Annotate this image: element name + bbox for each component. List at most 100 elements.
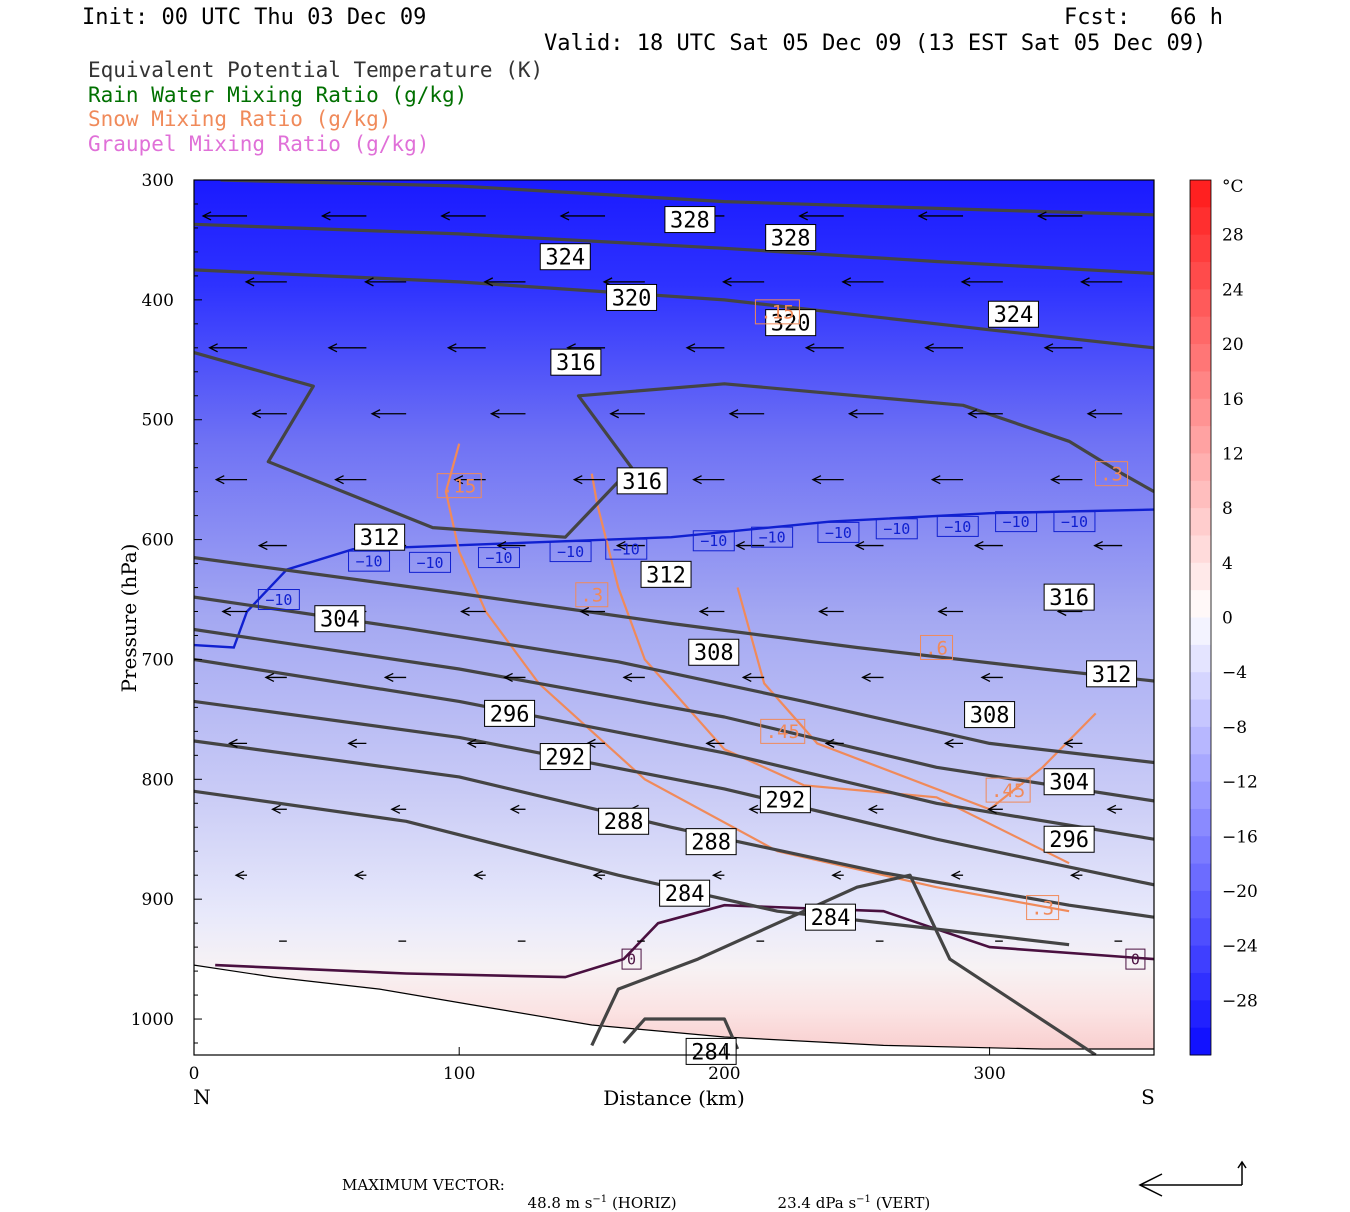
vert-tag: (VERT) xyxy=(875,1194,931,1212)
theta-e-label-text: 288 xyxy=(691,831,731,856)
theta-e-label-box xyxy=(539,243,591,271)
y-tick-label: 700 xyxy=(142,650,174,670)
isotherm-label-text: −10 xyxy=(416,554,443,572)
wind-vector-head xyxy=(440,211,451,221)
colorbar-tick-label: 8 xyxy=(1222,499,1233,519)
theta-e-label: 288 xyxy=(685,828,737,856)
wind-vector-head xyxy=(227,738,238,748)
wind-vector-head xyxy=(1036,211,1047,221)
colorbar-tick-label: −8 xyxy=(1222,718,1247,738)
colorbar-tick-label: −12 xyxy=(1222,773,1258,793)
wind-vector-head xyxy=(937,606,948,617)
isotherm-label-text: −10 xyxy=(1003,513,1030,531)
wind-vector-head xyxy=(824,738,835,748)
colorbar-segment xyxy=(1190,945,1211,974)
colorbar-segment xyxy=(1190,535,1211,564)
colorbar-segment xyxy=(1190,726,1211,755)
wind-vector-head xyxy=(811,475,822,485)
theta-e-label-box xyxy=(640,560,692,588)
theta-e-label-box xyxy=(765,309,817,337)
isotherm-label: −10 xyxy=(936,515,979,537)
wind-vector-head xyxy=(1106,804,1117,814)
snow-label-box xyxy=(985,777,1031,803)
wind-vector-head xyxy=(728,409,739,419)
theta-e-label-box xyxy=(804,903,856,931)
wind-vector-head xyxy=(334,475,344,485)
x-axis-label: Distance (km) xyxy=(603,1086,745,1110)
colorbar-segment xyxy=(1190,426,1211,454)
theta-e-label-text: 312 xyxy=(646,563,686,588)
wind-vector-head xyxy=(960,277,971,287)
isotherm-label: −10 xyxy=(257,589,300,611)
x-tick-label: 100 xyxy=(443,1064,475,1084)
isotherm-label-box xyxy=(692,530,735,552)
wind-vector-head xyxy=(692,475,702,485)
colorbar-segment xyxy=(1190,234,1211,263)
theta-e-label-box xyxy=(659,879,711,907)
snow-label-text: .3 xyxy=(1100,464,1123,486)
y-tick-label: 800 xyxy=(142,770,174,790)
theta-e-label: 292 xyxy=(759,786,811,814)
legend-rain: Rain Water Mixing Ratio (g/kg) xyxy=(88,83,468,107)
isotherm-label-text: −10 xyxy=(883,520,910,538)
isotherm-label-box xyxy=(409,551,452,573)
reference-vector xyxy=(1138,1160,1247,1197)
wind-vector-head xyxy=(705,738,716,748)
isotherm-label-box xyxy=(936,515,979,537)
wind-vector-head xyxy=(847,409,858,419)
isotherm-label: −10 xyxy=(605,538,648,560)
isotherm-label: −10 xyxy=(875,518,918,540)
theta-e-label: 296 xyxy=(484,699,536,727)
x-tick-label: 200 xyxy=(708,1064,740,1084)
theta-e-label-box xyxy=(759,786,811,814)
theta-e-label-box xyxy=(987,300,1039,328)
isotherm-label-box xyxy=(1053,511,1096,533)
snow-label-text: .45 xyxy=(991,780,1025,802)
theta-e-contour xyxy=(194,351,1154,539)
theta-e-label-box xyxy=(606,283,658,311)
theta-e-label: 284 xyxy=(804,903,856,931)
snow-label-box xyxy=(1095,461,1129,487)
theta-e-label-text: 284 xyxy=(811,906,851,931)
isotherm-label: −10 xyxy=(817,521,860,543)
colorbar-segment xyxy=(1190,672,1211,701)
isotherm-label-box xyxy=(995,511,1038,533)
wind-vector-head xyxy=(741,672,752,683)
colorbar-segment xyxy=(1190,918,1211,947)
isotherm-label-box xyxy=(348,550,391,572)
ground-mask xyxy=(194,965,1154,1055)
theta-e-label-text: 328 xyxy=(771,226,811,251)
snow-label-text: .45 xyxy=(766,721,800,743)
colorbar-tick-label: 0 xyxy=(1222,609,1233,629)
snow-contour xyxy=(590,473,1070,865)
colorbar-segment xyxy=(1190,808,1211,837)
x-tick-label: 0 xyxy=(189,1064,200,1084)
wind-vector-head xyxy=(264,672,275,683)
wind-vector-head xyxy=(1080,277,1090,287)
wind-vector-head xyxy=(867,804,878,814)
snow-label: .15 xyxy=(436,473,482,499)
vert-value: 23.4 dPa s xyxy=(777,1194,857,1212)
colorbar-segment xyxy=(1190,644,1211,673)
theta-e-label-box xyxy=(688,638,740,666)
colorbar-segment xyxy=(1190,262,1211,290)
theta-e-label-text: 292 xyxy=(545,745,585,770)
theta-e-label-text: 292 xyxy=(766,789,806,814)
south-label: S xyxy=(1141,1085,1155,1109)
theta-e-label-text: 296 xyxy=(490,702,530,727)
wind-vector-head xyxy=(722,277,732,287)
colorbar-tick-label: −4 xyxy=(1222,663,1247,683)
theta-e-label-box xyxy=(685,828,737,856)
wind-vector-head xyxy=(257,541,268,551)
wind-vector-head xyxy=(353,870,364,880)
theta-e-label: 320 xyxy=(606,283,658,311)
snow-label-box xyxy=(436,473,482,499)
colorbar-segment xyxy=(1190,371,1211,400)
colorbar-segment xyxy=(1190,508,1211,536)
isotherm-label-text: −10 xyxy=(485,549,512,567)
theta-e-label-text: 288 xyxy=(604,810,644,835)
theta-e-label: 316 xyxy=(616,467,668,495)
theta-e-label-box xyxy=(550,348,602,376)
theta-e-label-text: 304 xyxy=(320,608,360,633)
theta-e-label: 328 xyxy=(765,224,817,251)
